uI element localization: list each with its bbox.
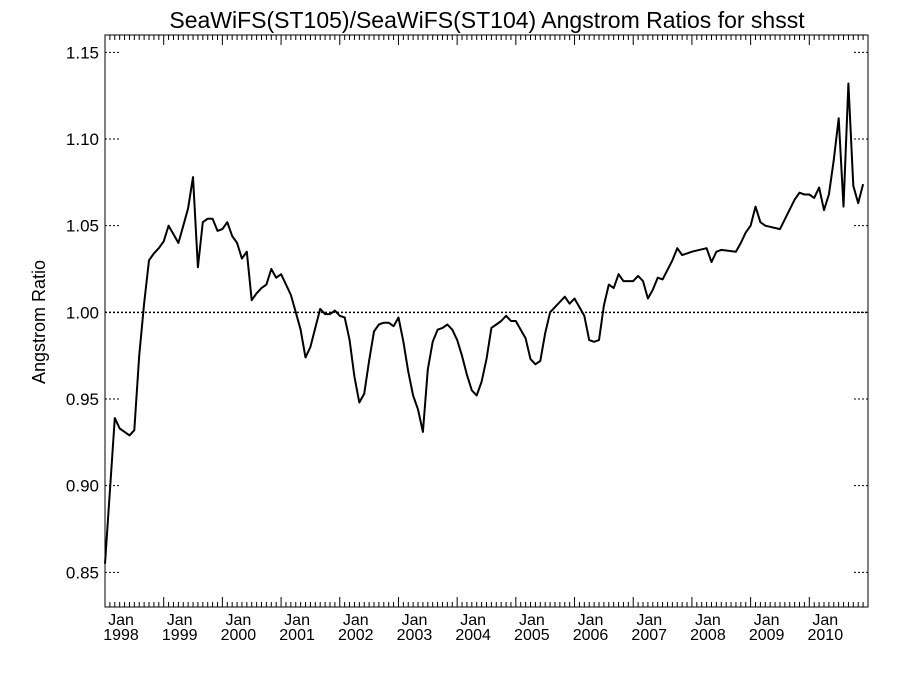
y-tick-label: 1.00 [66, 303, 99, 322]
x-tick-year-label: 1998 [103, 627, 139, 644]
x-tick-year-label: 2004 [455, 627, 491, 644]
chart-title: SeaWiFS(ST105)/SeaWiFS(ST104) Angstrom R… [169, 7, 805, 33]
x-tick-year-label: 2005 [514, 627, 550, 644]
x-tick-month-label: Jan [225, 612, 251, 629]
x-tick-month-label: Jan [108, 612, 134, 629]
x-tick-month-label: Jan [167, 612, 193, 629]
y-tick-label: 0.85 [66, 563, 99, 582]
x-tick-year-label: 2008 [690, 627, 726, 644]
x-tick-month-label: Jan [460, 612, 486, 629]
x-tick-year-label: 2006 [573, 627, 609, 644]
x-tick-month-label: Jan [636, 612, 662, 629]
plot-frame [104, 34, 869, 608]
y-tick-label: 0.90 [66, 477, 99, 496]
y-tick-label: 1.05 [66, 217, 99, 236]
x-tick-month-label: Jan [402, 612, 428, 629]
x-tick-month-label: Jan [578, 612, 604, 629]
x-tick-year-label: 1999 [162, 627, 198, 644]
x-tick-year-label: 2010 [808, 627, 844, 644]
y-axis-ticks: 0.85 0.90 0.95 1.00 1.05 1.10 1.15 [66, 43, 868, 582]
x-tick-year-label: 2000 [221, 627, 257, 644]
y-tick-label: 1.15 [66, 43, 99, 62]
x-axis-ticks: Jan1998Jan1999Jan2000Jan2001Jan2002Jan20… [103, 35, 869, 644]
x-tick-year-label: 2003 [397, 627, 433, 644]
y-tick-label: 1.10 [66, 130, 99, 149]
x-tick-year-label: 2007 [631, 627, 667, 644]
x-tick-year-label: 2002 [338, 627, 374, 644]
x-tick-month-label: Jan [519, 612, 545, 629]
series-line [104, 82, 865, 564]
x-tick-month-label: Jan [343, 612, 369, 629]
x-tick-month-label: Jan [695, 612, 721, 629]
x-tick-year-label: 2001 [279, 627, 315, 644]
x-tick-month-label: Jan [284, 612, 310, 629]
x-tick-year-label: 2009 [749, 627, 785, 644]
y-axis-label: Angstrom Ratio [29, 260, 49, 384]
x-tick-month-label: Jan [754, 612, 780, 629]
x-tick-month-label: Jan [812, 612, 838, 629]
y-tick-label: 0.95 [66, 390, 99, 409]
